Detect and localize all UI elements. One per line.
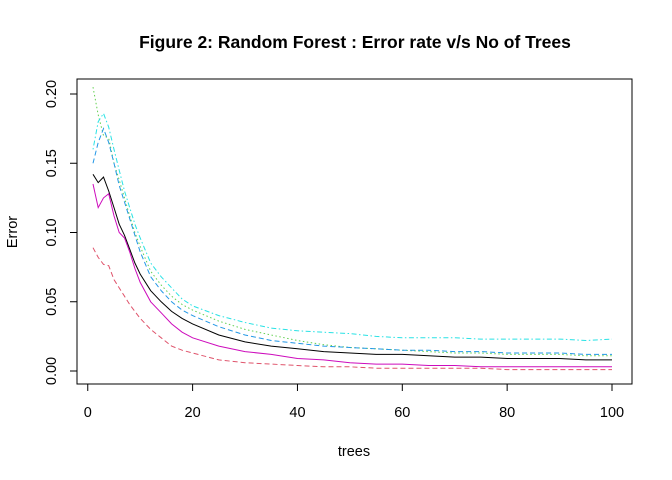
- x-axis-label: trees: [338, 444, 370, 460]
- x-tick-label: 40: [289, 405, 305, 421]
- x-axis: 0 20 40 60 80 100: [84, 383, 624, 421]
- x-tick-label: 60: [394, 405, 410, 421]
- y-tick-label: 0.15: [44, 149, 60, 177]
- series-line-3: [92, 87, 612, 357]
- x-tick-label: 0: [84, 405, 92, 421]
- y-tick-label: 0.00: [44, 357, 60, 385]
- series-line-2: [92, 247, 612, 371]
- series-line-6: [92, 183, 612, 368]
- x-tick-label: 80: [499, 405, 515, 421]
- series-layer: [92, 87, 613, 371]
- plot-frame: [76, 78, 633, 385]
- x-tick-label: 20: [185, 405, 201, 421]
- y-tick-label: 0.05: [44, 288, 60, 316]
- y-tick-label: 0.10: [44, 218, 60, 246]
- series-line-1: [92, 174, 612, 361]
- y-axis-label: Error: [5, 216, 21, 248]
- series-line-5: [92, 112, 613, 342]
- y-tick-label: 0.20: [44, 80, 60, 108]
- series-line-4: [92, 127, 612, 355]
- x-tick-label: 100: [600, 405, 624, 421]
- chart-title: Figure 2: Random Forest : Error rate v/s…: [139, 32, 571, 52]
- y-axis: 0.00 0.05 0.10 0.15 0.20: [44, 80, 78, 385]
